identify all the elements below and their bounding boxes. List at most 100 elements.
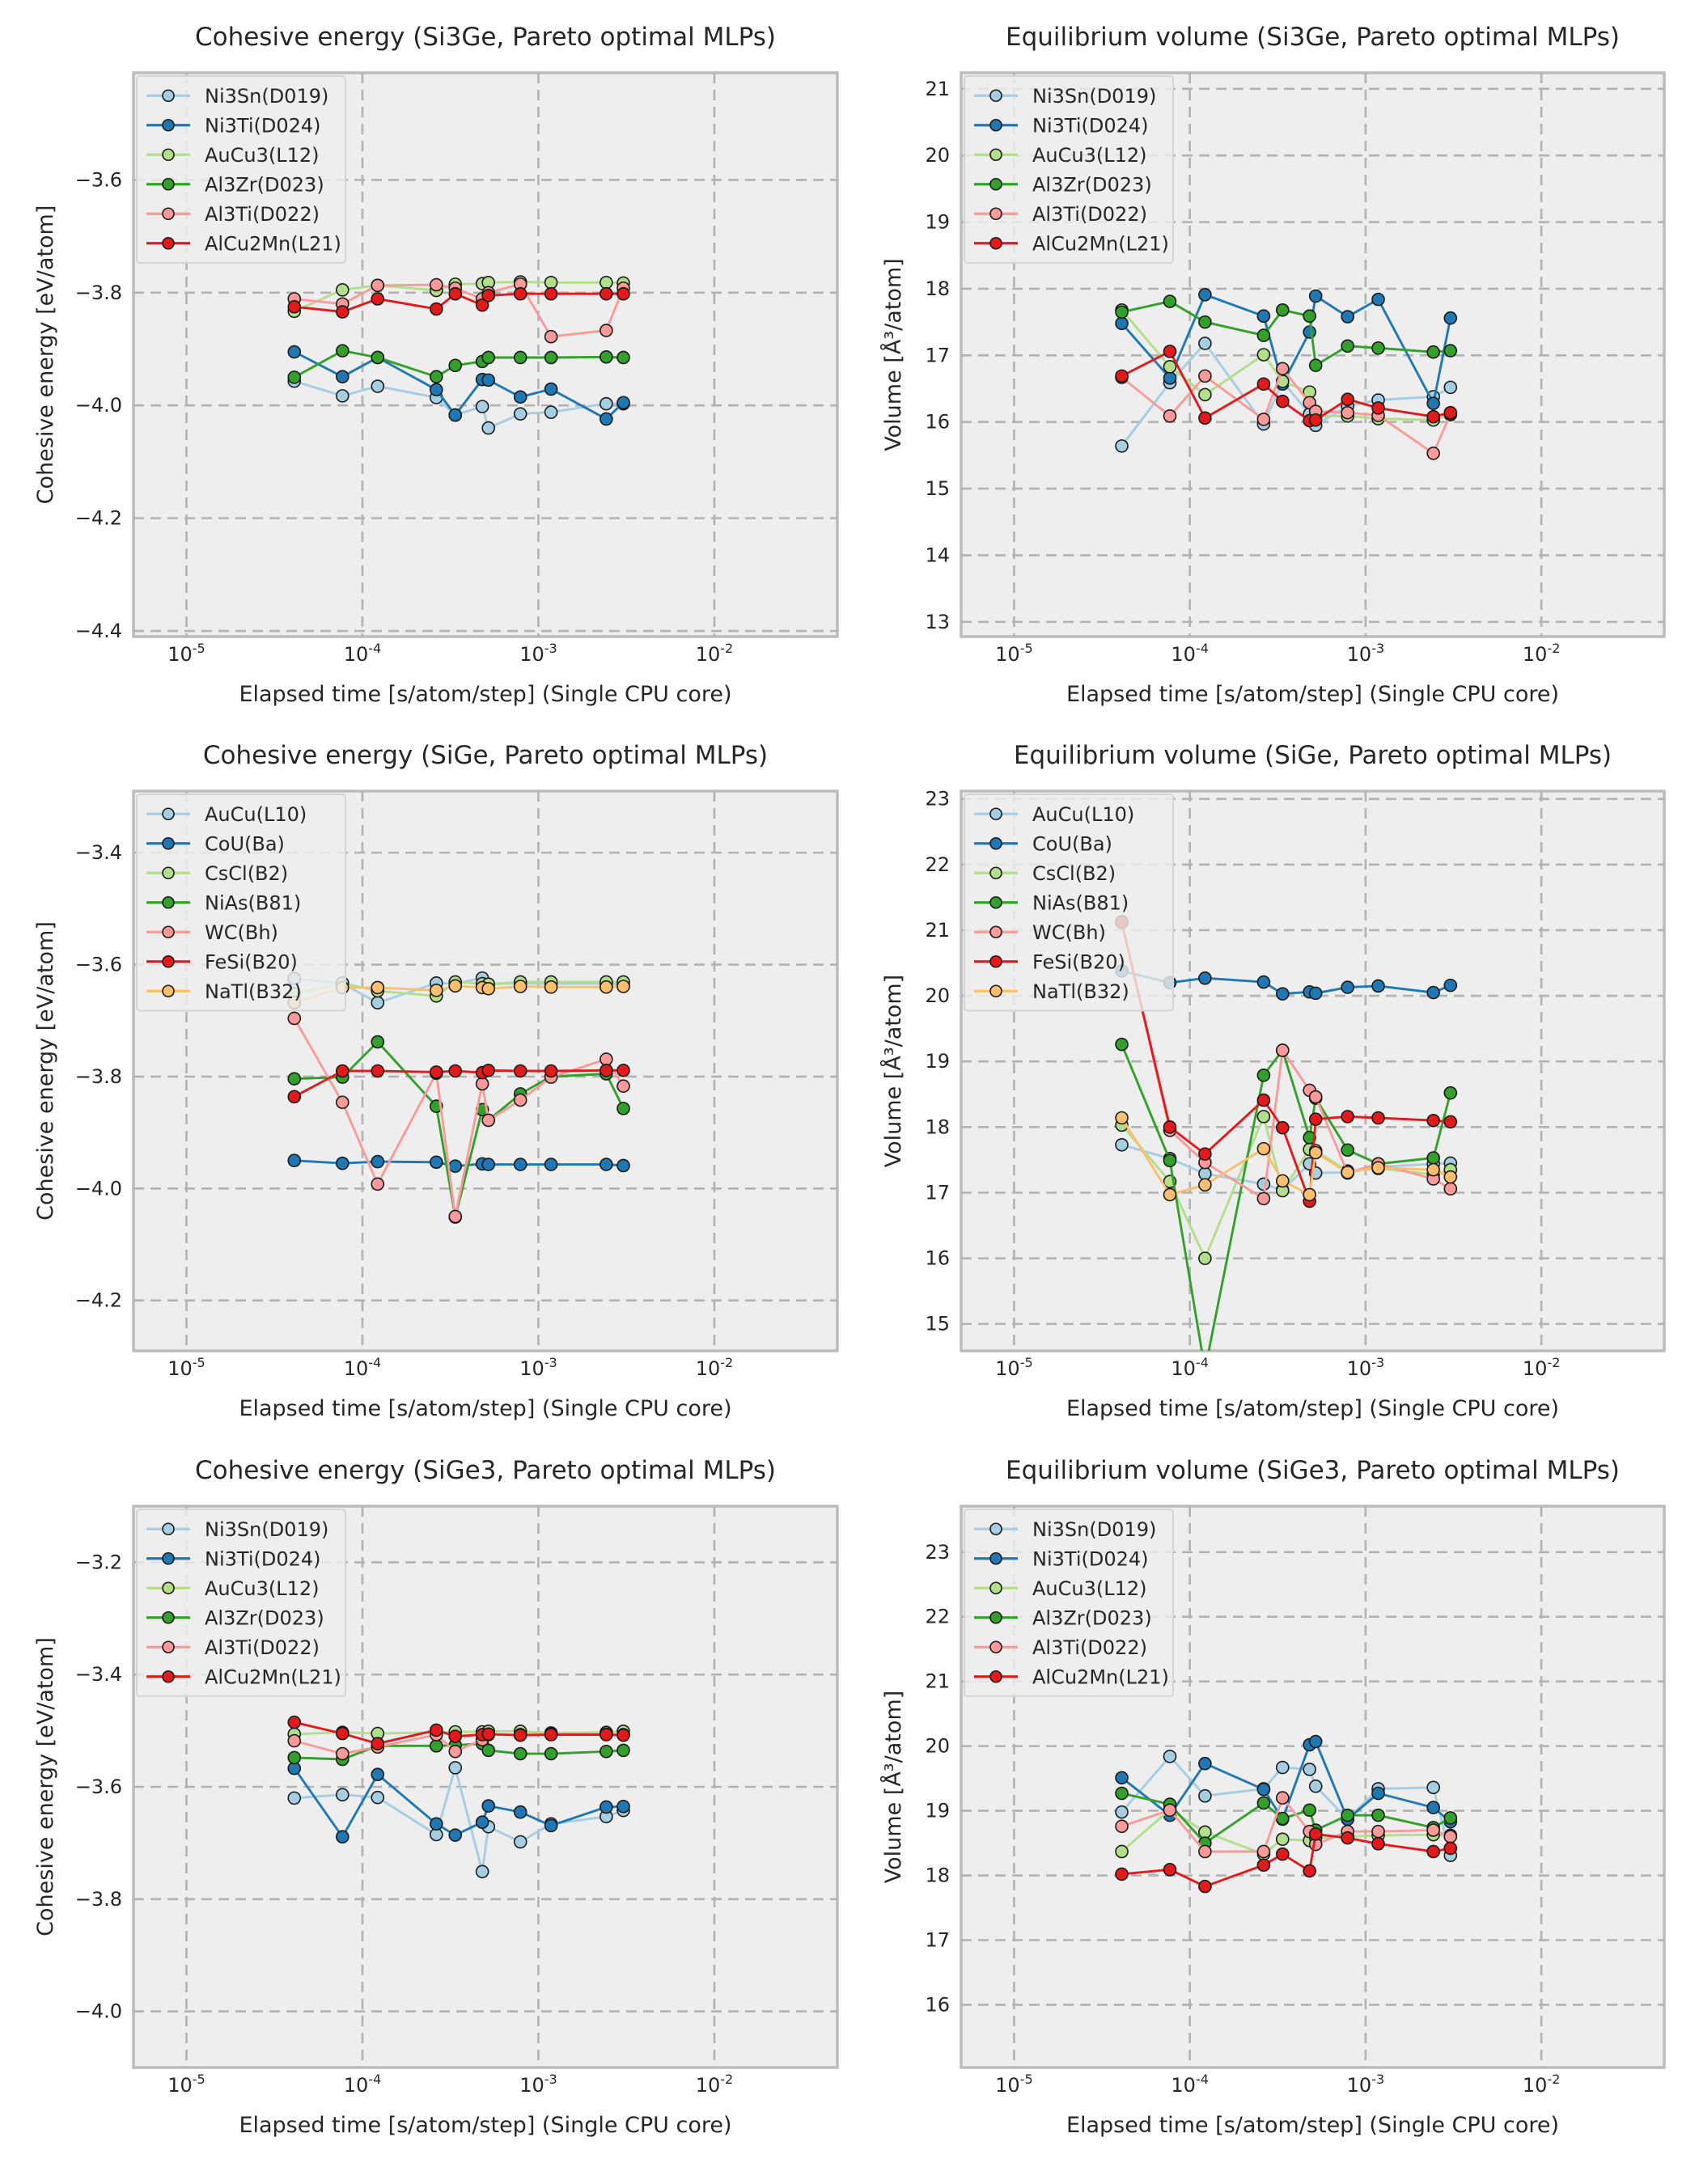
data-point (448, 1159, 463, 1173)
data-point (544, 275, 558, 290)
data-point (544, 1818, 558, 1833)
x-tick-label: 10-4 (344, 2072, 382, 2097)
data-point (1371, 341, 1385, 355)
grid (961, 1506, 1664, 2068)
data-point (481, 421, 496, 435)
legend-frame (964, 794, 1174, 1012)
y-tick-label: 16 (925, 1247, 950, 1270)
data-point (371, 350, 385, 365)
y-tick-label: 16 (925, 1993, 950, 2016)
legend-marker (162, 1522, 175, 1536)
data-point (600, 1800, 613, 1814)
data-point (1163, 1187, 1177, 1202)
x-tick-base: 10 (995, 643, 1020, 666)
x-tick-label: 10-3 (519, 641, 557, 666)
legend-label: AuCu(L10) (1032, 803, 1134, 826)
series-Ni3Ti(D024) (287, 1761, 630, 1844)
grid (961, 791, 1664, 1351)
data-point (371, 1790, 385, 1805)
legend-label: Al3Ti(D022) (1032, 1636, 1147, 1659)
data-point (1256, 1093, 1271, 1107)
x-tick-exponent: -2 (720, 2072, 733, 2087)
data-point (481, 1743, 496, 1758)
data-point (1308, 1145, 1323, 1160)
series-Al3Zr(D023) (287, 344, 630, 384)
data-point (600, 349, 613, 364)
data-point (1341, 1166, 1354, 1179)
legend-frame (964, 75, 1174, 264)
chart-title: Cohesive energy (SiGe, Pareto optimal ML… (203, 741, 768, 770)
legend-label: FeSi(B20) (1032, 950, 1125, 973)
legend-label: NiAs(B81) (1032, 891, 1129, 914)
data-point (430, 1065, 443, 1079)
x-axis-label: Elapsed time [s/atom/step] (Single CPU c… (239, 1396, 731, 1421)
legend-label: Al3Zr(D023) (205, 173, 324, 196)
y-tick-label: 23 (925, 788, 950, 811)
legend-marker (989, 807, 1002, 821)
data-point (1443, 978, 1458, 993)
y-tick-label: 18 (925, 1115, 950, 1138)
x-axis-label: Elapsed time [s/atom/step] (Single CPU c… (239, 2113, 731, 2138)
legend-item: AlCu2Mn(L21) (974, 232, 1169, 255)
chart-panel-3: Cohesive energy (SiGe, Pareto optimal ML… (33, 741, 839, 1421)
data-point (1341, 1808, 1354, 1822)
series-Al3Ti(D022) (1115, 362, 1458, 460)
data-point (430, 1723, 443, 1737)
legend-marker (162, 207, 175, 221)
x-tick-exponent: -3 (1371, 2072, 1384, 2087)
data-point (513, 1158, 527, 1171)
chart-panel-1: Cohesive energy (Si3Ge, Pareto optimal M… (33, 23, 839, 707)
data-point (448, 1209, 463, 1224)
x-tick-label: 10-5 (995, 1355, 1033, 1380)
x-tick-base: 10 (995, 2074, 1020, 2097)
data-point (481, 1727, 496, 1742)
data-point (1303, 1187, 1316, 1202)
legend-item: Ni3Sn(D019) (146, 85, 328, 108)
legend-item: Ni3Sn(D019) (146, 1518, 328, 1541)
legend-label: Al3Ti(D022) (205, 203, 320, 226)
legend-marker (989, 118, 1002, 132)
data-point (1426, 1823, 1440, 1837)
data-point (1115, 1111, 1129, 1125)
y-tick-label: −4.4 (75, 620, 122, 642)
legend-item: Al3Zr(D023) (146, 1606, 324, 1629)
legend-label: NiAs(B81) (205, 891, 301, 914)
y-tick-label: 17 (925, 1181, 950, 1204)
data-point (448, 1828, 463, 1842)
x-tick-base: 10 (696, 2074, 721, 2097)
data-point (1198, 1788, 1212, 1803)
data-point (1115, 369, 1129, 383)
x-axis-label: Elapsed time [s/atom/step] (Single CPU c… (1066, 1396, 1559, 1421)
y-axis-label: Volume [Å³/atom] (880, 258, 906, 451)
data-point (481, 1158, 496, 1171)
x-tick-exponent: -5 (193, 2072, 205, 2087)
y-tick-label: 22 (925, 1606, 950, 1628)
x-tick-label: 10-3 (1347, 641, 1385, 666)
x-tick-base: 10 (1171, 2074, 1196, 2097)
x-tick-label: 10-3 (1347, 1355, 1385, 1380)
legend-item: Al3Ti(D022) (146, 1636, 320, 1659)
legend-label: Al3Zr(D023) (1032, 173, 1152, 196)
legend-label: Ni3Ti(D024) (1032, 114, 1149, 137)
legend-marker (162, 1551, 175, 1565)
legend-frame (136, 1509, 346, 1697)
x-tick-exponent: -5 (193, 641, 205, 656)
data-point (1371, 401, 1385, 415)
y-tick-label: 17 (925, 1928, 950, 1951)
data-point (430, 984, 443, 997)
data-point (481, 289, 496, 303)
data-point (1341, 405, 1354, 420)
data-point (600, 324, 613, 337)
legend-label: Ni3Sn(D019) (1032, 1518, 1156, 1541)
data-point (335, 1746, 350, 1761)
data-point (544, 1746, 558, 1761)
data-point (481, 1064, 496, 1077)
x-tick-exponent: -3 (544, 1355, 557, 1370)
data-point (1426, 396, 1440, 410)
data-point (513, 1805, 527, 1819)
data-point (600, 396, 613, 411)
data-point (1256, 1191, 1271, 1206)
legend-label: Ni3Sn(D019) (205, 1518, 328, 1541)
data-point (1198, 1251, 1212, 1265)
y-axis-label: Cohesive energy [eV/atom] (33, 921, 58, 1221)
